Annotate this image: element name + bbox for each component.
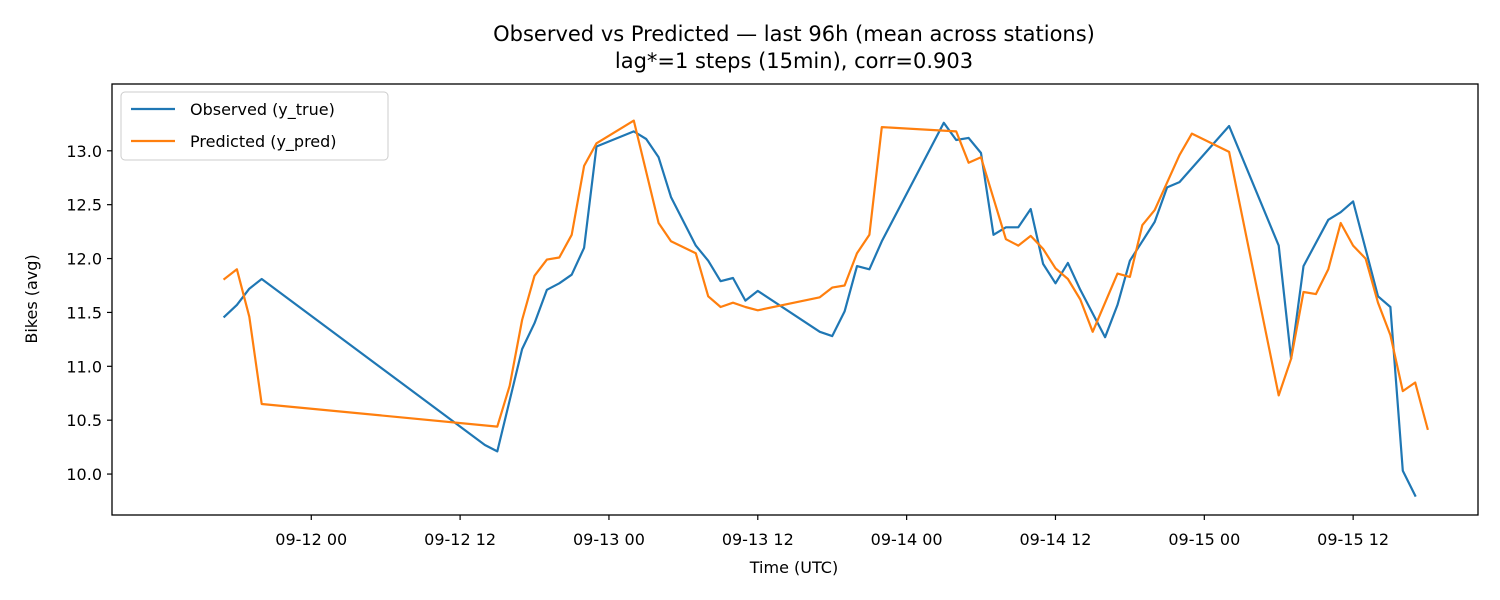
series-layer — [222, 119, 1429, 498]
y-tick-label: 12.0 — [66, 250, 102, 269]
y-tick-label: 10.5 — [66, 411, 102, 430]
x-tick-label: 09-15 12 — [1317, 530, 1389, 549]
x-tick-label: 09-14 12 — [1020, 530, 1092, 549]
y-tick-label: 13.0 — [66, 142, 102, 161]
series-line-predicted — [222, 119, 1429, 431]
legend-box — [120, 91, 389, 161]
plot-frame — [111, 83, 1479, 516]
legend-label-predicted: Predicted (y_pred) — [190, 132, 337, 152]
x-tick-label: 09-13 00 — [573, 530, 645, 549]
x-tick-label: 09-14 00 — [871, 530, 943, 549]
chart-subtitle: lag*=1 steps (15min), corr=0.903 — [615, 49, 973, 73]
x-tick-label: 09-12 00 — [275, 530, 347, 549]
series-line-observed — [222, 121, 1417, 498]
x-axis-label: Time (UTC) — [749, 558, 838, 577]
y-tick-label: 11.0 — [66, 357, 102, 376]
y-tick-label: 11.5 — [66, 303, 102, 322]
legend-label-observed: Observed (y_true) — [190, 100, 335, 120]
axis-layer: 09-12 00 09-12 12 09-13 00 09-13 12 09-14 00… — [66, 142, 1389, 549]
x-tick-label: 09-13 12 — [722, 530, 794, 549]
x-tick-label: 09-15 00 — [1168, 530, 1240, 549]
chart-title: Observed vs Predicted — last 96h (mean a… — [493, 22, 1095, 46]
y-tick-label: 12.5 — [66, 196, 102, 215]
y-tick-label: 10.0 — [66, 465, 102, 484]
y-axis-label: Bikes (avg) — [22, 254, 41, 343]
legend: Observed (y_true) Predicted (y_pred) — [120, 91, 389, 161]
x-tick-label: 09-12 12 — [424, 530, 496, 549]
